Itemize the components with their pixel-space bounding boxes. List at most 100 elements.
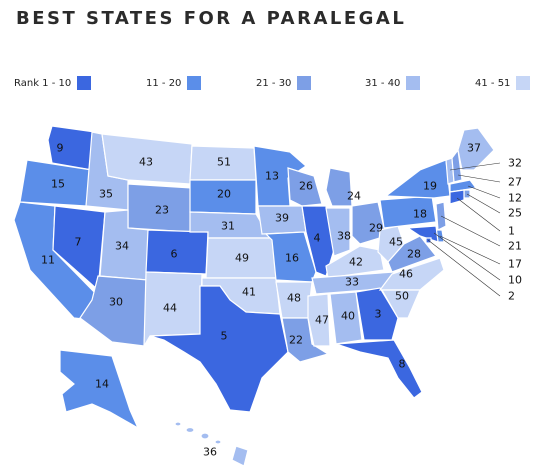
legend-swatch [187,76,202,90]
leader-line-ct [456,197,501,232]
legend-swatch [406,76,421,90]
legend-swatch [77,76,92,90]
state-wi[interactable] [287,167,323,207]
rank-label-pa: 18 [413,208,427,221]
rank-label-ms: 47 [315,314,329,327]
rank-label-wy: 23 [155,204,169,217]
legend-item-31-40: 31 - 40 [365,76,421,90]
rank-label-ny: 19 [423,180,437,193]
rank-label-nj: 21 [508,240,522,253]
state-ny[interactable] [384,159,451,199]
rank-label-ct: 1 [508,225,515,238]
legend-swatch [297,76,312,90]
state-ma[interactable] [449,179,478,193]
rank-label-me: 37 [467,142,481,155]
state-nh[interactable] [451,148,463,183]
leader-line-dc [427,239,501,297]
rank-label-nm: 44 [163,302,177,315]
legend-item-11-20: 11 - 20 [146,76,202,90]
leader-line-ma [467,185,501,199]
rank-label-ri: 25 [508,207,522,220]
rank-label-sd: 20 [217,188,231,201]
rank-label-ks: 49 [235,252,249,265]
rank-label-wa: 9 [57,142,64,155]
rank-label-mn: 13 [265,170,279,183]
rank-label-in: 38 [337,230,351,243]
leader-line-md [433,232,501,281]
rank-label-tn: 33 [345,276,359,289]
page-title: BEST STATES FOR A PARALEGAL [16,8,407,29]
leader-line-nj [440,215,501,247]
state-in[interactable] [325,207,351,257]
rank-label-md: 10 [508,274,522,287]
rank-label-ia: 39 [275,212,289,225]
state-fl[interactable] [335,339,423,399]
rank-label-ar: 48 [287,292,301,305]
legend-item-rank-1-10: Rank 1 - 10 [14,76,92,90]
state-hi[interactable] [174,421,249,467]
state-tx[interactable] [149,285,289,413]
rank-label-hi: 36 [203,446,217,459]
leader-line-nh [457,174,501,183]
legend-item-41-51: 41 - 51 [475,76,531,90]
rank-label-co: 6 [171,248,178,261]
state-nc[interactable] [378,257,445,291]
rank-label-dc: 2 [508,290,515,303]
legend-label: 31 - 40 [365,77,401,89]
rank-label-ky: 42 [349,256,363,269]
rank-label-az: 30 [109,296,123,309]
state-wa[interactable] [47,125,96,171]
state-pa[interactable] [379,195,437,229]
rank-label-wv: 45 [389,236,403,249]
state-va[interactable] [387,235,437,273]
state-mt[interactable] [101,133,193,185]
rank-label-ca: 11 [41,254,55,267]
rank-label-al: 40 [341,310,355,323]
state-ms[interactable] [307,293,331,347]
rank-label-nd: 51 [217,156,231,169]
state-ga[interactable] [355,287,399,341]
leader-line-de [439,235,501,265]
rank-label-ak: 14 [95,378,109,391]
legend-label: Rank 1 - 10 [14,77,72,89]
legend-label: 11 - 20 [146,77,182,89]
rank-label-wi: 26 [299,180,313,193]
state-sc[interactable] [380,289,421,319]
state-ky[interactable] [325,245,385,279]
rank-label-fl: 8 [399,358,406,371]
state-oh[interactable] [351,201,387,245]
legend-swatch [516,76,531,90]
legend-item-21-30: 21 - 30 [256,76,312,90]
state-al[interactable] [329,291,363,345]
rank-label-mt: 43 [139,156,153,169]
rank-label-mi: 24 [347,190,361,203]
state-me[interactable] [457,127,495,171]
rank-label-ut: 34 [115,240,129,253]
state-il[interactable] [301,205,335,277]
rank-label-vt: 32 [508,157,522,170]
rank-label-ok: 41 [242,286,256,299]
legend-label: 41 - 51 [475,77,511,89]
rank-label-ga: 3 [375,308,382,321]
leader-line-vt [449,162,501,171]
rank-label-sc: 50 [395,290,409,303]
rank-label-de: 17 [508,258,522,271]
state-az[interactable] [79,275,149,347]
state-ak[interactable] [59,349,140,430]
legend-label: 21 - 30 [256,77,292,89]
rank-label-il: 4 [314,232,321,245]
rank-label-va: 28 [407,248,421,261]
rank-label-ne: 31 [221,220,235,233]
rank-label-tx: 5 [221,330,228,343]
rank-label-mo: 16 [285,252,299,265]
state-mi[interactable] [325,167,353,207]
rank-label-nh: 27 [508,176,522,189]
rank-label-or: 15 [51,178,65,191]
leader-line-ri [466,193,501,214]
rank-label-la: 22 [289,334,303,347]
rank-label-id: 35 [99,188,113,201]
rank-label-ma: 12 [508,192,522,205]
rank-label-oh: 29 [369,222,383,235]
rank-label-nc: 46 [399,268,413,281]
